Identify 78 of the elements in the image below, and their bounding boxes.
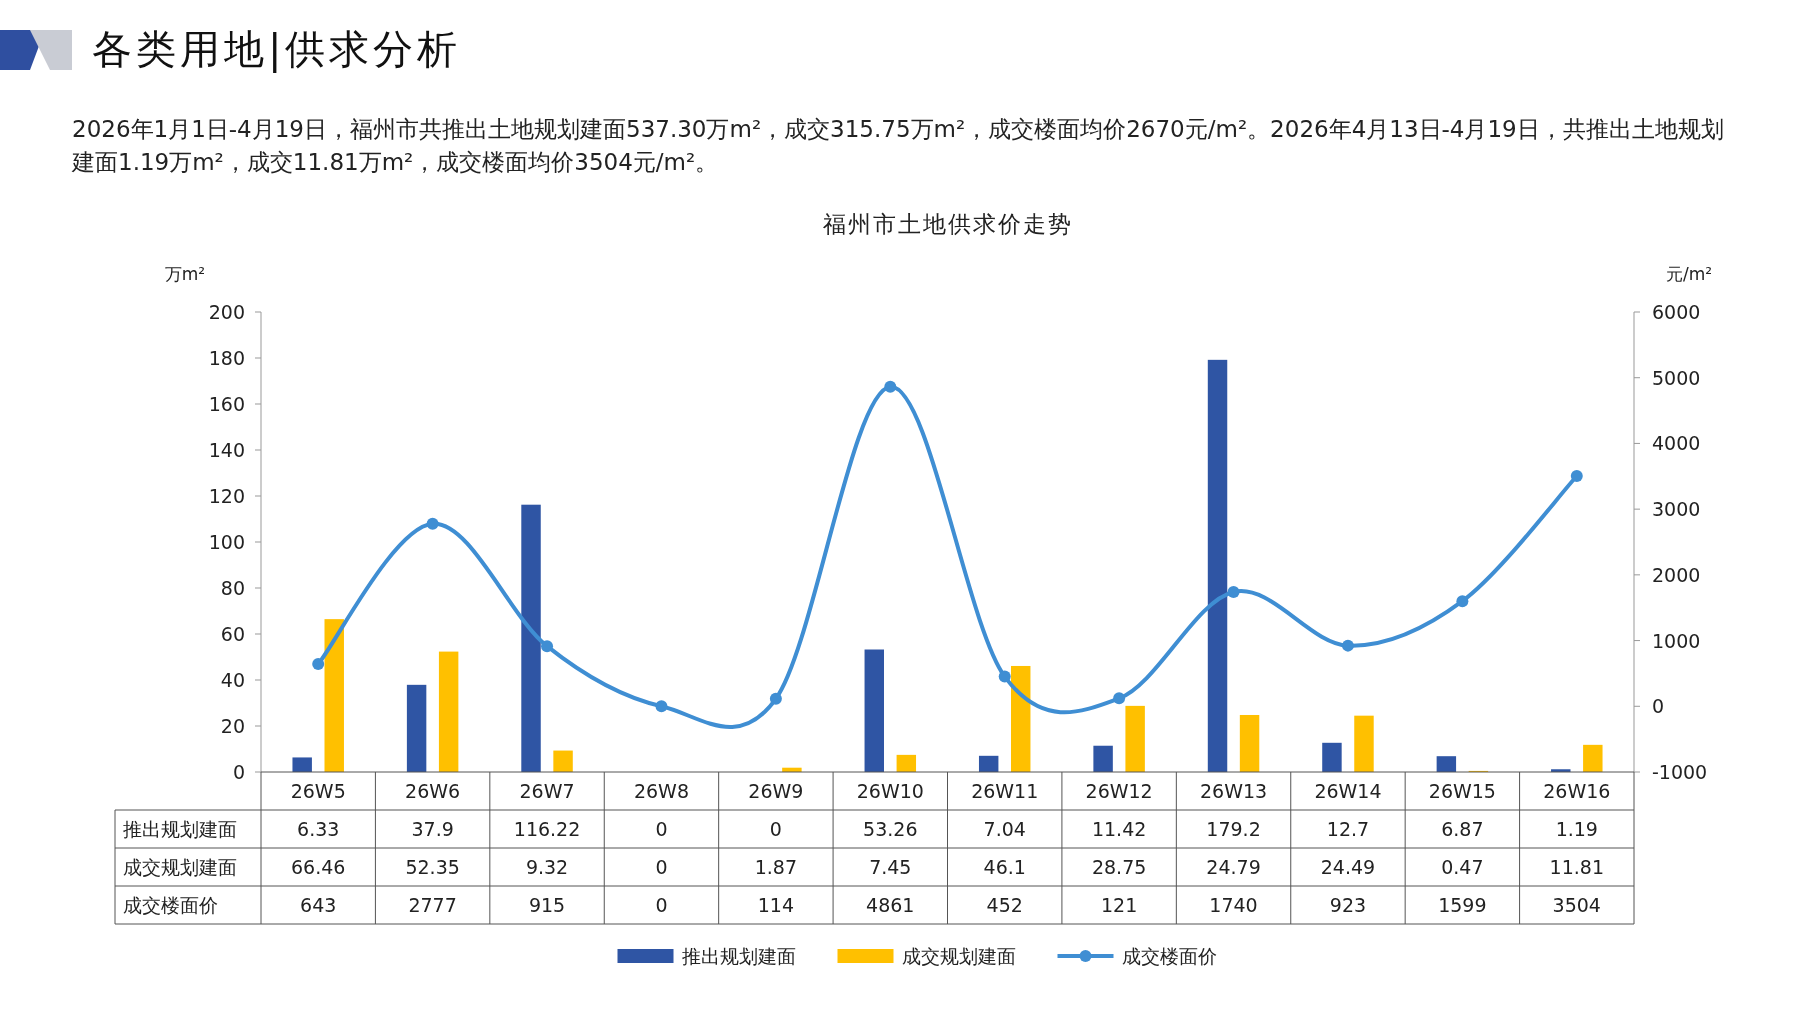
legend-label: 成交楼面价	[1121, 945, 1217, 967]
y2-tick-label: 1000	[1652, 629, 1701, 652]
data-label: 452	[986, 894, 1023, 916]
x-tick-label: 26W5	[290, 780, 346, 802]
data-label: 643	[300, 894, 337, 916]
y-tick-label: 0	[232, 761, 245, 783]
data-label: 179.2	[1206, 818, 1261, 840]
data-label: 11.42	[1091, 818, 1147, 840]
data-label: 121	[1100, 894, 1138, 916]
data-label: 0.47	[1441, 856, 1484, 878]
data-label: 9.32	[525, 856, 569, 878]
y-tick-label: 40	[220, 669, 245, 691]
x-tick-label: 26W15	[1428, 780, 1496, 802]
heading: 各类用地|供求分析	[92, 25, 462, 75]
data-label: 116.22	[513, 818, 581, 840]
data-label: 1599	[1438, 894, 1487, 916]
y-tick-label: 160	[208, 393, 245, 415]
y2-tick-label: 5000	[1652, 366, 1701, 389]
x-tick-label: 26W10	[856, 780, 924, 802]
data-label: 2777	[408, 894, 457, 916]
x-tick-label: 26W8	[633, 780, 689, 802]
x-tick-label: 26W11	[971, 780, 1039, 802]
data-label: 66.46	[291, 856, 346, 878]
y-tick-label: 140	[208, 439, 245, 461]
data-label: 4861	[866, 894, 915, 916]
text: 成交楼面价	[123, 894, 218, 916]
text: 成交规划建面	[123, 856, 237, 878]
y2-tick-label: 2000	[1652, 563, 1701, 586]
chart-title: 福州市土地供求价走势	[822, 211, 1073, 237]
x-tick-label: 26W12	[1085, 780, 1153, 802]
data-label: 11.81	[1549, 856, 1604, 878]
data-label: 0	[655, 894, 668, 916]
data-label: 24.79	[1206, 856, 1261, 878]
data-label: 52.35	[405, 856, 460, 878]
data-label: 915	[528, 894, 566, 916]
data-label: 53.26	[863, 818, 918, 840]
y-axis-title: 万m²	[164, 264, 206, 284]
y-tick-label: 100	[208, 531, 245, 553]
data-label: 12.7	[1326, 818, 1370, 840]
data-label: 0	[655, 818, 668, 840]
y2-tick-label: 0	[1652, 695, 1665, 718]
y-tick-label: 80	[220, 577, 245, 599]
x-tick-label: 26W7	[519, 780, 575, 802]
data-label: 0	[769, 818, 782, 840]
data-label: 1.87	[754, 856, 798, 878]
y2-tick-label: 3000	[1652, 498, 1701, 521]
data-label: 7.04	[983, 818, 1026, 840]
data-label: 6.87	[1441, 818, 1484, 840]
legend-label: 成交规划建面	[901, 945, 1016, 967]
summary: 2026年1月1日-4月19日，福州市共推出土地规划建面537.30万m²，成交315.75万m²，成交楼面均价2670元/m²。2026年4月13日-4月19日，共推出土地规划建面1.19万m²，成交11.81万m²，成交楼面均价3504元/m²。	[72, 115, 1725, 177]
y-tick-label: 60	[220, 623, 245, 645]
y2-tick-label: 6000	[1652, 301, 1701, 323]
data-label: 114	[757, 894, 795, 916]
x-tick-label: 26W9	[748, 780, 804, 802]
y2-tick-label: -1000	[1652, 761, 1708, 783]
data-label: 6.33	[297, 818, 340, 840]
data-label: 1740	[1209, 894, 1258, 916]
legend-label: 推出规划建面	[681, 945, 796, 967]
text: 推出规划建面	[123, 818, 237, 840]
data-label: 24.49	[1320, 856, 1376, 878]
y-tick-label: 20	[220, 715, 245, 737]
x-tick-label: 26W16	[1543, 780, 1611, 802]
y-tick-label: 180	[208, 347, 245, 369]
y-tick-label: 120	[208, 485, 245, 507]
data-label: 1.19	[1555, 818, 1598, 840]
y2-axis-title: 元/m²	[1665, 264, 1713, 284]
y2-tick-label: 4000	[1652, 432, 1701, 455]
x-tick-label: 26W13	[1199, 780, 1268, 802]
data-label: 3504	[1552, 894, 1601, 916]
data-label: 7.45	[869, 856, 912, 878]
x-tick-label: 26W14	[1314, 780, 1382, 802]
data-label: 28.75	[1091, 856, 1147, 878]
data-label: 923	[1329, 894, 1367, 916]
y-tick-label: 200	[208, 301, 245, 323]
data-label: 37.9	[411, 818, 454, 840]
data-label: 46.1	[983, 856, 1026, 878]
x-tick-label: 26W6	[405, 780, 461, 802]
data-label: 0	[655, 856, 668, 878]
